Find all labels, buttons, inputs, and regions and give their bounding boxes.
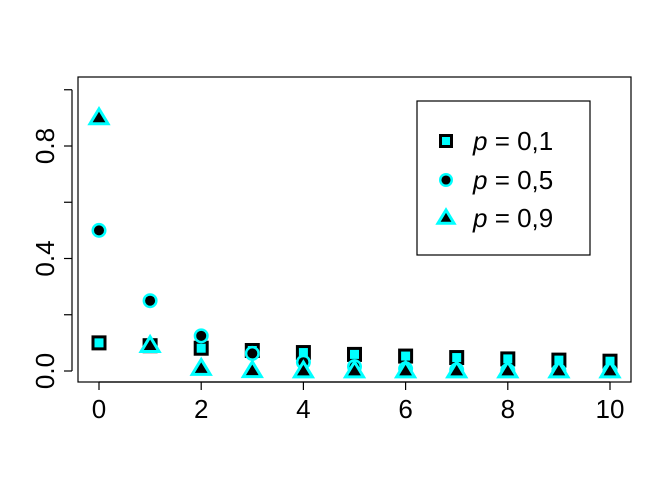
- triangle-point: [240, 358, 264, 379]
- series-triangle: [87, 105, 622, 379]
- triangle-point: [445, 359, 469, 379]
- x-tick-label: 10: [596, 394, 625, 424]
- triangle-point: [189, 356, 213, 376]
- circle-point: [193, 328, 209, 344]
- circle-core: [94, 225, 104, 236]
- triangle-point: [547, 359, 571, 379]
- legend-label-value: = 0,5: [487, 165, 553, 195]
- legend-label-value: = 0,9: [487, 203, 553, 233]
- legend-label-var: p: [472, 126, 487, 156]
- circle-point: [142, 293, 158, 309]
- square-point: [91, 335, 107, 351]
- triangle-point: [496, 359, 520, 379]
- x-tick-label: 6: [398, 394, 412, 424]
- legend-triangle-icon: [435, 207, 457, 225]
- x-tick-label: 8: [501, 394, 515, 424]
- legend: p = 0,1p = 0,5p = 0,9: [416, 100, 591, 256]
- legend-circle-icon: [439, 173, 453, 187]
- triangle-point: [393, 359, 418, 379]
- legend-label-var: p: [472, 165, 487, 195]
- circle-core: [247, 348, 258, 359]
- y-tick-label: 0.8: [30, 128, 60, 164]
- legend-label: p = 0,5: [472, 165, 553, 195]
- legend-label-value: = 0,1: [487, 126, 553, 156]
- y-tick-label: 0.0: [30, 353, 60, 389]
- circle-point: [91, 222, 107, 238]
- triangle-point: [291, 359, 316, 379]
- triangle-point: [342, 359, 367, 379]
- triangle-point: [598, 359, 622, 379]
- x-tick-label: 2: [194, 394, 208, 424]
- legend-label: p = 0,1: [472, 126, 553, 156]
- y-tick-label: 0.4: [30, 240, 60, 276]
- circle-point: [244, 345, 260, 361]
- x-axis: 0 2 4 6 8 10: [92, 381, 625, 424]
- x-tick-label: 4: [296, 394, 310, 424]
- legend-label: p = 0,9: [472, 203, 553, 233]
- legend-label-var: p: [472, 203, 487, 233]
- square-point: [193, 340, 209, 356]
- legend-square-icon: [439, 134, 453, 148]
- x-tick-label: 0: [92, 394, 106, 424]
- square-point: [347, 346, 362, 362]
- circle-core: [145, 295, 156, 306]
- triangle-point: [87, 105, 111, 126]
- circle-core: [196, 330, 207, 341]
- data-points: [87, 105, 622, 379]
- triangle-point: [138, 333, 162, 354]
- y-axis: 0.0 0.4 0.8: [30, 89, 73, 389]
- circle-core: [441, 175, 451, 185]
